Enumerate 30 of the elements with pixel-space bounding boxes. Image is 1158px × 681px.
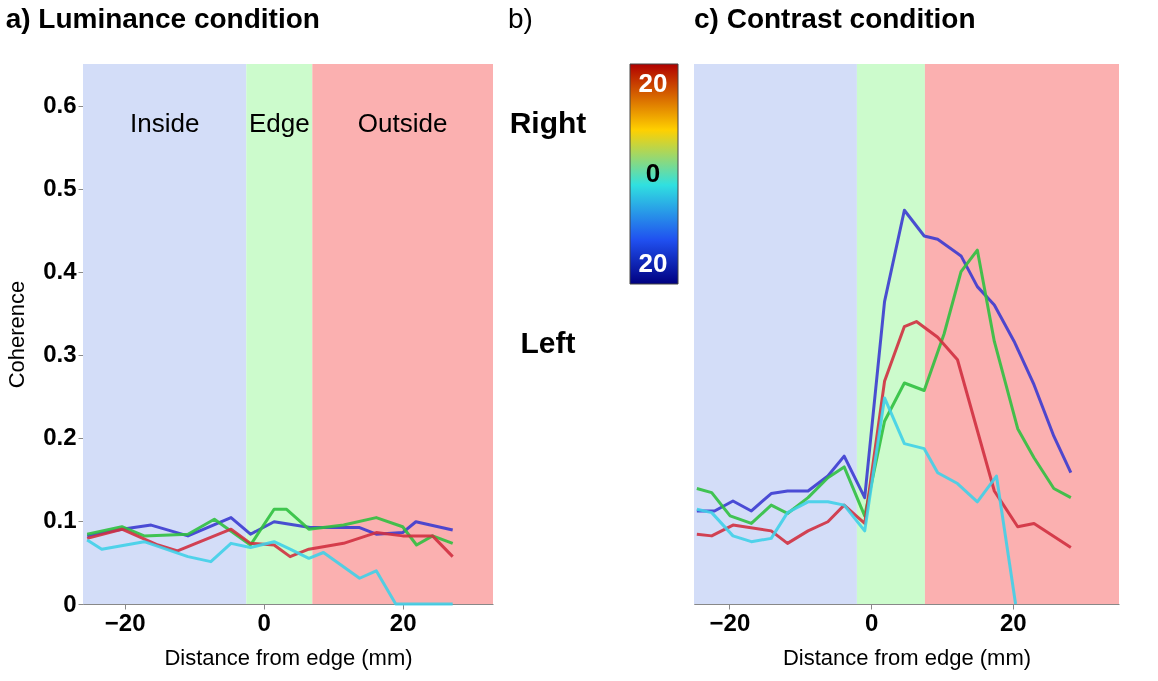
text: b) — [508, 2, 533, 34]
band-label: Inside — [129, 108, 200, 138]
y-tick-label: 0 — [63, 589, 77, 617]
line-series — [85, 538, 455, 606]
band-label: Edge — [248, 108, 310, 138]
x-tick-label: −20 — [709, 608, 751, 636]
x-tick-label: 20 — [389, 608, 417, 636]
text: Left — [520, 326, 576, 359]
y-tick-label: 0.2 — [43, 423, 77, 451]
chart-title: c) Contrast condition — [694, 3, 976, 34]
x-tick-label: −20 — [104, 608, 146, 636]
x-tick-label: 0 — [864, 608, 879, 636]
text: 20 — [638, 248, 668, 278]
line-series — [85, 527, 455, 559]
y-tick-label: 0.1 — [43, 506, 77, 534]
y-axis-title: Coherence — [4, 280, 30, 389]
text: 0 — [645, 158, 661, 188]
band-label: Outside — [357, 108, 448, 138]
y-tick-label: 0.6 — [43, 91, 77, 119]
x-axis-title: Distance from edge (mm) — [782, 644, 1032, 670]
x-tick-label: 0 — [257, 608, 271, 636]
y-tick-label: 0.3 — [43, 340, 77, 368]
text: Right — [509, 106, 587, 139]
x-tick-label: 20 — [999, 608, 1027, 636]
line-series — [85, 507, 455, 547]
chart-title: a) Luminance condition — [5, 3, 320, 34]
y-tick-label: 0.5 — [43, 174, 77, 202]
y-tick-label: 0.4 — [43, 257, 78, 285]
text: 20 — [638, 68, 668, 98]
x-axis-title: Distance from edge (mm) — [164, 644, 413, 670]
